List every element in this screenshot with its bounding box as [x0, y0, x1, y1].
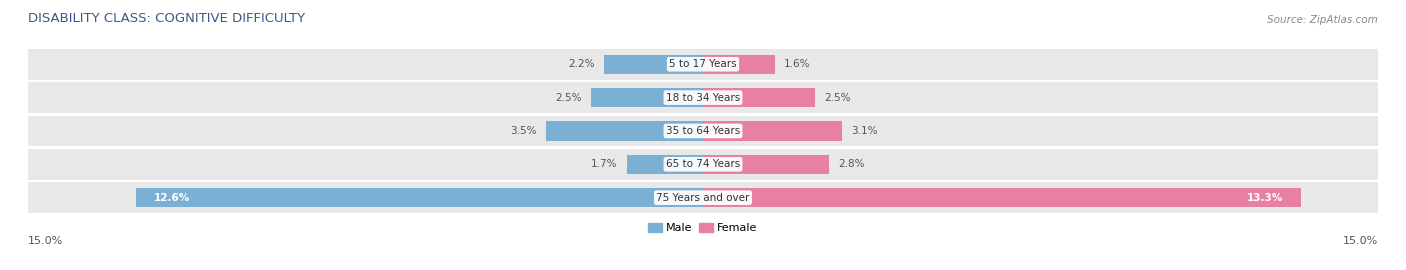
Text: 2.5%: 2.5% — [555, 93, 582, 103]
Text: 1.7%: 1.7% — [591, 159, 617, 169]
Bar — [136, 188, 703, 207]
Bar — [591, 88, 703, 107]
Bar — [703, 188, 1302, 207]
Text: 18 to 34 Years: 18 to 34 Years — [666, 93, 740, 103]
Text: 1.6%: 1.6% — [785, 59, 810, 69]
Bar — [605, 55, 703, 74]
Text: 5 to 17 Years: 5 to 17 Years — [669, 59, 737, 69]
Text: 35 to 64 Years: 35 to 64 Years — [666, 126, 740, 136]
Text: 15.0%: 15.0% — [1343, 237, 1378, 247]
Text: 65 to 74 Years: 65 to 74 Years — [666, 159, 740, 169]
Bar — [703, 121, 842, 141]
Legend: Male, Female: Male, Female — [644, 218, 762, 238]
Bar — [703, 88, 815, 107]
Text: 2.5%: 2.5% — [824, 93, 851, 103]
Text: 3.5%: 3.5% — [510, 126, 537, 136]
Text: 2.8%: 2.8% — [838, 159, 865, 169]
Text: DISABILITY CLASS: COGNITIVE DIFFICULTY: DISABILITY CLASS: COGNITIVE DIFFICULTY — [28, 12, 305, 25]
Bar — [703, 155, 830, 174]
Bar — [28, 49, 1378, 80]
Bar — [546, 121, 703, 141]
Text: 13.3%: 13.3% — [1247, 193, 1284, 203]
Bar — [703, 55, 775, 74]
Bar — [28, 116, 1378, 146]
Text: 12.6%: 12.6% — [155, 193, 190, 203]
Text: 3.1%: 3.1% — [852, 126, 877, 136]
Bar — [627, 155, 703, 174]
Bar — [28, 182, 1378, 213]
Bar — [28, 82, 1378, 113]
Text: 75 Years and over: 75 Years and over — [657, 193, 749, 203]
Text: Source: ZipAtlas.com: Source: ZipAtlas.com — [1267, 15, 1378, 25]
Bar — [28, 149, 1378, 180]
Text: 2.2%: 2.2% — [568, 59, 595, 69]
Text: 15.0%: 15.0% — [28, 237, 63, 247]
